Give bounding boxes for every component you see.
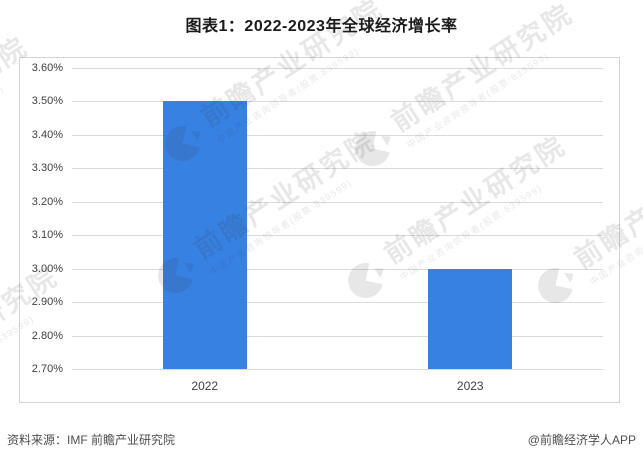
source-note: 资料来源：IMF 前瞻产业研究院 [7, 433, 175, 447]
gridline [72, 335, 603, 337]
plot-area [72, 68, 603, 370]
gridline [72, 302, 603, 304]
gridline [72, 369, 603, 370]
y-axis-tick-label: 2.70% [31, 363, 63, 375]
gridline [72, 201, 603, 203]
y-axis-tick-label: 3.60% [31, 62, 63, 74]
bar-2022 [162, 101, 247, 369]
gridline [72, 235, 603, 237]
chart-frame: 3.60% 3.50% 3.40% 3.30% 3.20% 3.10% 3.00% 2.90%… [19, 57, 620, 403]
y-axis-tick-label: 3.50% [31, 95, 63, 108]
x-axis-category-label: 2022 [191, 379, 219, 393]
y-axis-tick-label: 3.40% [31, 128, 63, 141]
gridline [72, 168, 603, 170]
gridline [72, 268, 603, 270]
y-axis-tick-label: 2.80% [31, 329, 63, 342]
y-axis-tick-label: 3.20% [31, 195, 63, 208]
x-axis-category-label: 2023 [456, 379, 484, 393]
y-axis-tick-label: 3.30% [31, 162, 63, 175]
gridline [72, 134, 603, 136]
gridline [72, 101, 603, 103]
credit-note: @前瞻经济学人APP [527, 433, 636, 447]
bar-2023 [428, 269, 513, 369]
y-axis-tick-label: 2.90% [31, 296, 63, 309]
y-axis-tick-label: 3.00% [31, 262, 63, 275]
gridline [72, 68, 603, 69]
y-axis-tick-label: 3.10% [31, 229, 63, 242]
page-title: 图表1：2022-2023年全球经济增长率 [185, 18, 458, 35]
